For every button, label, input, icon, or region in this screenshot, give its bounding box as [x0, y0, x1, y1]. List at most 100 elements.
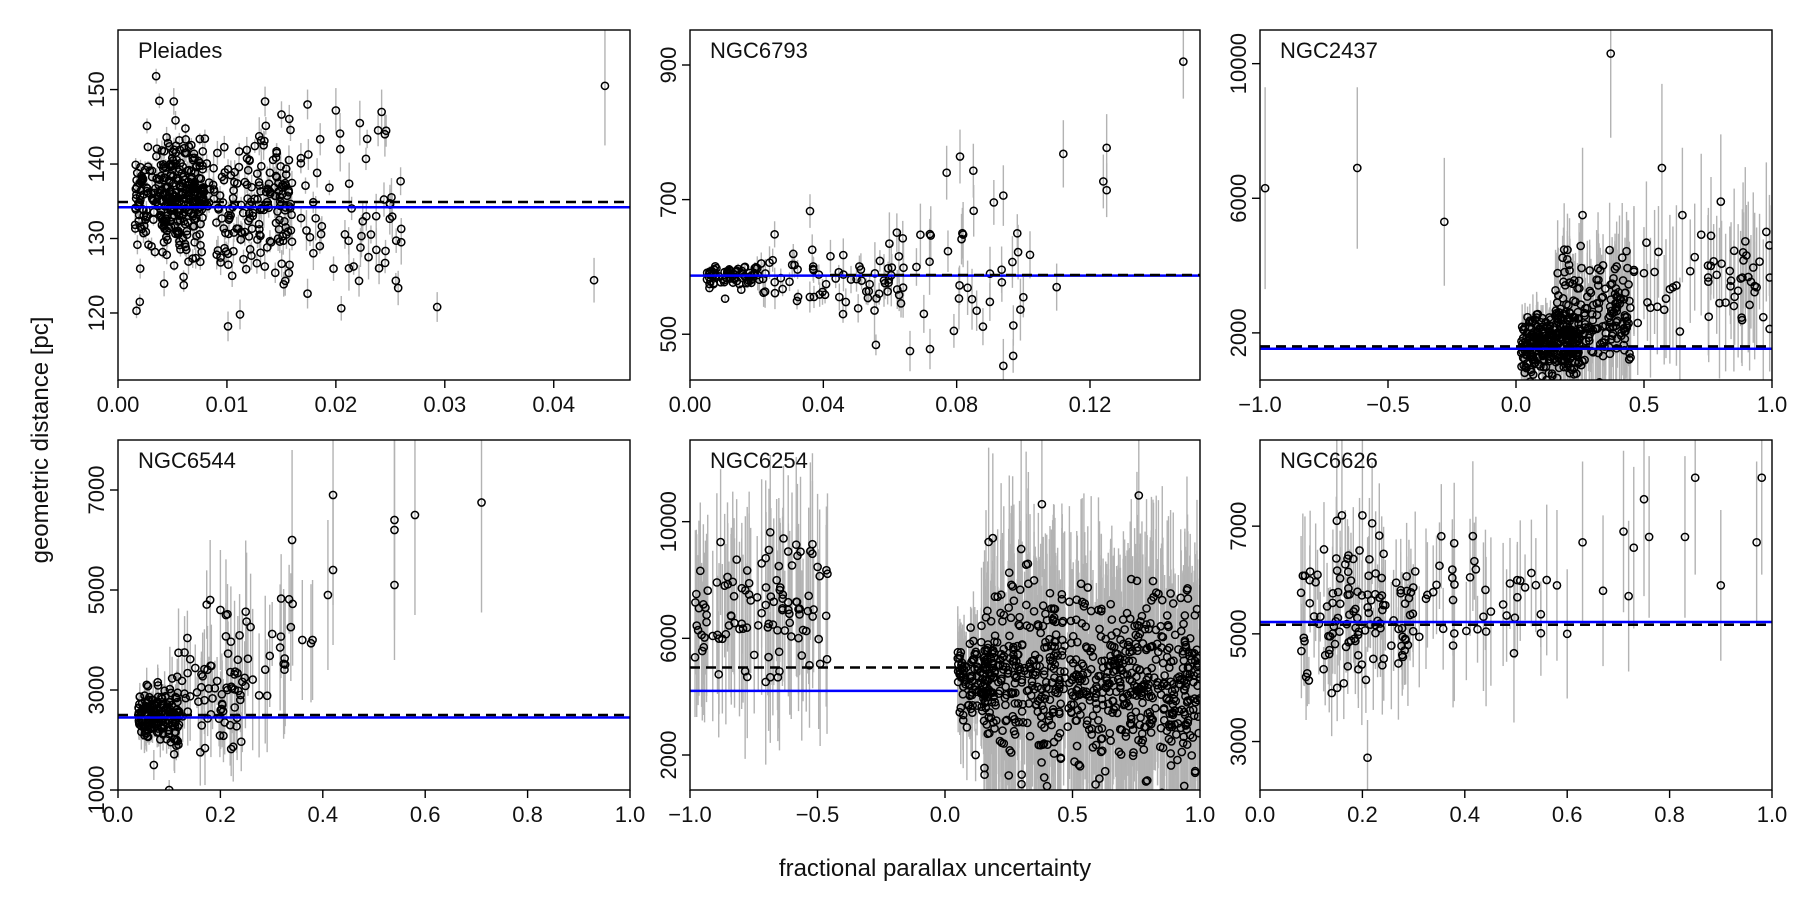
data-point [1039, 773, 1049, 782]
data-point [212, 218, 221, 227]
x-tick-label: 0.8 [512, 802, 543, 827]
data-point [770, 288, 780, 298]
data-point [149, 760, 159, 770]
data-point [236, 200, 246, 210]
data-point [357, 231, 366, 241]
data-point [1685, 266, 1695, 276]
data-point [1742, 251, 1751, 260]
data-point [380, 129, 390, 139]
x-tick-label: 0.04 [802, 392, 845, 417]
data-point [1103, 699, 1113, 709]
data-point [821, 279, 831, 289]
data-point [1137, 611, 1147, 621]
data-point [1612, 306, 1622, 316]
x-tick-label: 0.0 [1501, 392, 1532, 417]
y-tick-label: 500 [656, 316, 681, 353]
data-point [241, 607, 251, 617]
data-point [1109, 705, 1119, 714]
data-point [785, 277, 794, 287]
data-point [957, 234, 966, 244]
data-point [188, 222, 198, 231]
data-point [147, 172, 157, 182]
data-point [1552, 373, 1562, 380]
data-point [1561, 326, 1571, 335]
data-point [212, 250, 222, 260]
data-point [144, 240, 153, 250]
data-point [1598, 351, 1608, 361]
error-bars [1264, 30, 1771, 380]
data-point [162, 702, 172, 711]
y-tick-label: 700 [656, 181, 681, 218]
data-point [695, 566, 705, 576]
data-point [228, 742, 238, 752]
data-point [256, 136, 266, 145]
data-point [189, 190, 199, 200]
data-point [229, 246, 238, 256]
data-point [221, 228, 230, 238]
data-point [1088, 711, 1098, 721]
data-point [1619, 294, 1629, 304]
data-point [335, 129, 345, 138]
data-point [1131, 707, 1141, 717]
data-point [1642, 238, 1651, 248]
data-point [130, 220, 140, 230]
data-point [227, 271, 237, 281]
data-point [280, 665, 289, 675]
data-point [1605, 302, 1615, 311]
data-point [180, 148, 190, 158]
data-point [1575, 324, 1585, 334]
data-point [1610, 264, 1620, 274]
data-point [853, 303, 863, 313]
data-point [159, 146, 169, 156]
data-point [271, 153, 281, 162]
data-point [1533, 309, 1543, 319]
data-point [1075, 761, 1085, 771]
data-point [1148, 576, 1158, 586]
data-point [778, 605, 787, 615]
data-point [1166, 761, 1176, 770]
data-point [315, 134, 325, 144]
data-point [195, 747, 205, 757]
data-point [1605, 245, 1614, 255]
data-point [1585, 266, 1595, 275]
data-point [1147, 641, 1157, 651]
data-point [366, 230, 376, 239]
data-point [158, 729, 168, 739]
data-point [260, 665, 270, 674]
data-point [1545, 313, 1554, 322]
data-point [720, 294, 730, 304]
data-point [1633, 318, 1643, 328]
data-point [1085, 692, 1095, 701]
plot-area [1260, 30, 1772, 380]
data-point [805, 660, 814, 670]
data-point [296, 158, 306, 168]
data-point [794, 604, 803, 614]
data-point [1577, 263, 1586, 273]
data-point [217, 689, 227, 699]
data-point [1717, 259, 1726, 269]
y-tick-label: 6000 [1226, 174, 1251, 223]
data-point [1665, 284, 1675, 294]
data-point [235, 695, 245, 705]
data-point [172, 693, 182, 703]
data-point [702, 617, 711, 627]
y-tick-label: 2000 [1226, 308, 1251, 357]
data-point [185, 654, 195, 664]
data-point [169, 97, 179, 106]
data-point [1180, 637, 1190, 647]
data-point [969, 206, 979, 216]
x-tick-label: 0.00 [97, 392, 140, 417]
data-point [805, 292, 815, 302]
error-bars [694, 440, 1200, 790]
data-point [432, 302, 442, 312]
data-point [230, 670, 239, 679]
data-point [166, 688, 176, 698]
data-point [254, 177, 264, 187]
data-point [1562, 254, 1572, 264]
data-point [1098, 177, 1108, 186]
data-point [1563, 245, 1572, 255]
data-point [296, 153, 306, 163]
data-points [702, 57, 1188, 371]
data-point [302, 226, 311, 235]
data-point [717, 634, 727, 644]
